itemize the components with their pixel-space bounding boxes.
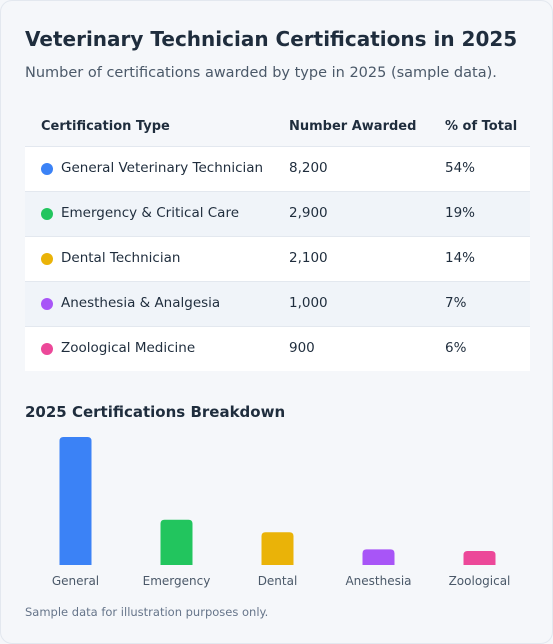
bar-emergency — [160, 519, 193, 565]
bar-dental — [261, 532, 294, 565]
column-header-percent: % of Total — [445, 119, 518, 134]
certifications-table: Certification Type Number Awarded % of T… — [25, 109, 530, 371]
table-body: General Veterinary Technician 8,200 54% Eme… — [25, 146, 530, 371]
cell-percent-of-total: 6% — [445, 340, 467, 356]
footnote: Sample data for illustration purposes on… — [25, 605, 269, 619]
table-row: General Veterinary Technician 8,200 54% — [25, 146, 530, 191]
chart-title: 2025 Certifications Breakdown — [25, 403, 286, 421]
legend-dot-icon — [41, 163, 53, 175]
cell-percent-of-total: 7% — [445, 295, 467, 311]
cell-number-awarded: 2,900 — [289, 205, 328, 221]
table-row: Dental Technician 2,100 14% — [25, 236, 530, 281]
bar-chart: General Emergency Dental Anesthesia Zoologic… — [52, 437, 511, 588]
column-header-awarded: Number Awarded — [289, 119, 417, 134]
legend-dot-icon — [41, 298, 53, 310]
bar-general — [59, 437, 92, 565]
table-row: Anesthesia & Analgesia 1,000 7% — [25, 281, 530, 326]
cell-number-awarded: 8,200 — [289, 160, 328, 176]
cell-certification-type: Dental Technician — [61, 250, 181, 266]
legend-dot-icon — [41, 253, 53, 265]
x-tick-label: Dental — [258, 574, 298, 588]
table-row: Emergency & Critical Care 2,900 19% — [25, 191, 530, 236]
page-title: Veterinary Technician Certifications in … — [25, 27, 518, 51]
page-subtitle: Number of certifications awarded by type… — [25, 65, 497, 81]
cell-number-awarded: 900 — [289, 340, 315, 356]
bar-anesthesia — [362, 549, 395, 565]
x-tick-label: Emergency — [143, 574, 211, 588]
cell-number-awarded: 1,000 — [289, 295, 328, 311]
bar-zoological — [463, 550, 496, 565]
cell-number-awarded: 2,100 — [289, 250, 328, 266]
x-tick-label: Zoological — [449, 574, 511, 588]
table-row: Zoological Medicine 900 6% — [25, 326, 530, 371]
cell-certification-type: Anesthesia & Analgesia — [61, 295, 221, 311]
legend-dot-icon — [41, 208, 53, 220]
cell-certification-type: Zoological Medicine — [61, 340, 196, 356]
x-tick-label: General — [52, 574, 99, 588]
legend-dot-icon — [41, 343, 53, 355]
cell-percent-of-total: 54% — [445, 160, 476, 176]
table-header: Certification Type Number Awarded % of T… — [25, 109, 530, 146]
cell-certification-type: General Veterinary Technician — [61, 160, 264, 176]
column-header-type: Certification Type — [41, 119, 170, 134]
cell-percent-of-total: 19% — [445, 205, 476, 221]
x-tick-label: Anesthesia — [345, 574, 411, 588]
cell-percent-of-total: 14% — [445, 250, 476, 266]
cell-certification-type: Emergency & Critical Care — [61, 205, 240, 221]
